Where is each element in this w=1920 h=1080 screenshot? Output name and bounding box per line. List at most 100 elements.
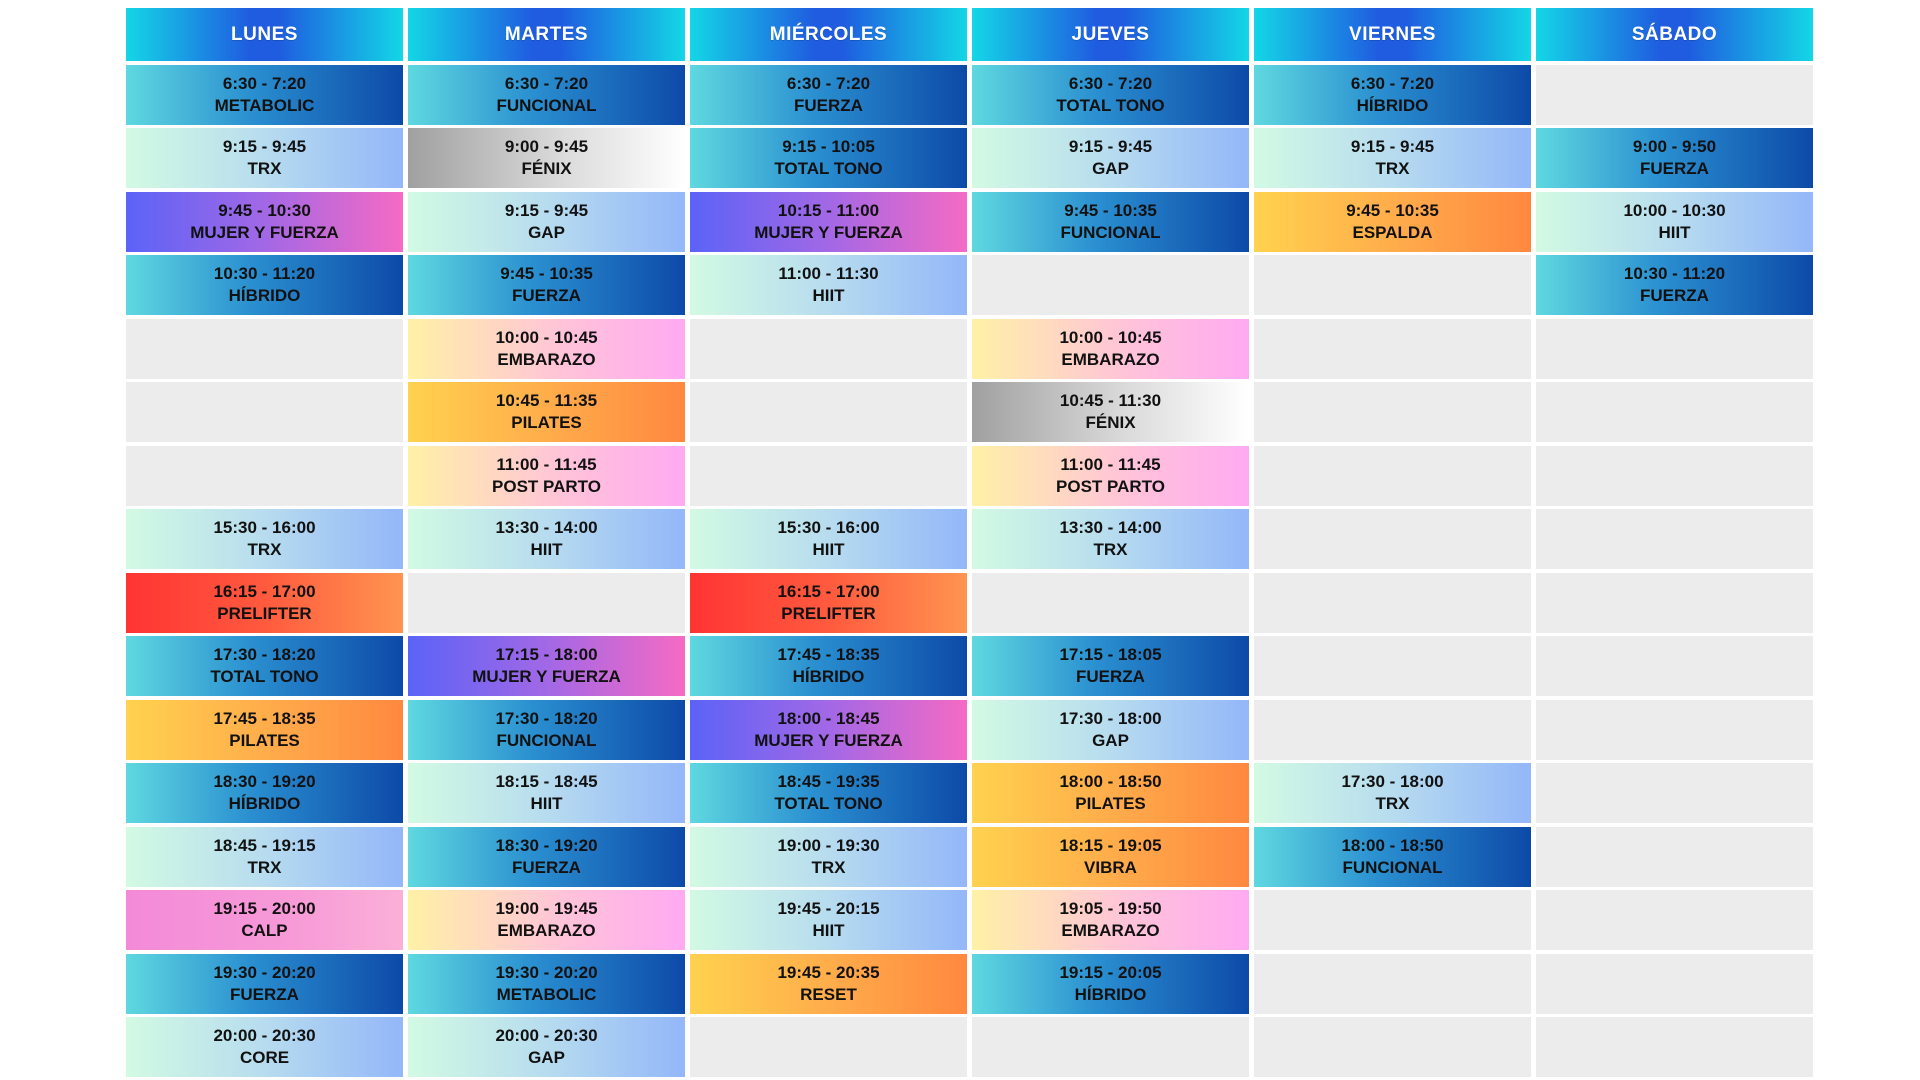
class-name: POST PARTO — [1056, 476, 1165, 496]
class-name: GAP — [1092, 730, 1129, 750]
class-time: 9:15 - 9:45 — [222, 137, 307, 156]
class-time: 9:45 - 10:35 — [1064, 200, 1157, 220]
class-slot: 19:00 - 19:30 TRX — [690, 826, 967, 887]
class-name: FUNCIONAL — [496, 95, 597, 115]
class-name: EMBARAZO — [497, 921, 596, 940]
class-time: 10:00 - 10:45 — [1059, 327, 1162, 347]
class-name: TRX — [247, 540, 282, 559]
day-header: MIÉRCOLES — [690, 8, 967, 61]
class-slot: 9:45 - 10:35 FUERZA — [408, 255, 685, 315]
class-slot: 9:00 - 9:45 FÉNIX — [408, 128, 685, 188]
class-slot: 17:15 - 18:00 MUJER Y FUERZA — [408, 636, 685, 696]
class-name: HIIT — [530, 794, 563, 813]
class-time: 17:15 - 18:00 — [495, 645, 598, 664]
empty-slot — [972, 572, 1249, 633]
class-slot: 20:00 - 20:30 GAP — [408, 1017, 685, 1077]
class-name: GAP — [1092, 159, 1129, 178]
class-name: CORE — [239, 1048, 290, 1067]
class-slot: 10:00 - 10:30 HIIT — [1536, 191, 1813, 252]
empty-slot — [126, 382, 403, 442]
class-name: EMBARAZO — [1061, 349, 1160, 369]
empty-slot — [1536, 382, 1813, 442]
class-time: 17:45 - 18:35 — [213, 708, 316, 728]
class-time: 16:15 - 17:00 — [213, 581, 316, 601]
class-name: FUNCIONAL — [1342, 857, 1443, 877]
class-time: 19:00 - 19:30 — [777, 835, 880, 855]
class-name: HÍBRIDO — [1074, 984, 1147, 1004]
class-time: 9:15 - 9:45 — [504, 200, 589, 220]
empty-slot — [1254, 509, 1531, 569]
empty-slot — [408, 572, 685, 633]
class-time: 16:15 - 17:00 — [777, 581, 880, 601]
empty-slot — [1536, 64, 1813, 125]
class-time: 18:45 - 19:15 — [213, 835, 316, 855]
day-header: VIERNES — [1254, 8, 1531, 61]
empty-slot — [690, 318, 967, 379]
class-slot: 19:15 - 20:05 HÍBRIDO — [972, 953, 1249, 1014]
class-time: 18:15 - 18:45 — [495, 772, 598, 791]
empty-slot — [1254, 636, 1531, 696]
class-time: 10:00 - 10:45 — [495, 327, 598, 347]
empty-slot — [690, 382, 967, 442]
class-name: METABOLIC — [214, 95, 315, 115]
empty-slot — [1254, 890, 1531, 950]
class-slot: 6:30 - 7:20 HÍBRIDO — [1254, 64, 1531, 125]
class-time: 19:45 - 20:35 — [777, 962, 880, 982]
class-name: FÉNIX — [1085, 413, 1136, 432]
class-name: MUJER Y FUERZA — [754, 730, 903, 750]
class-slot: 20:00 - 20:30 CORE — [126, 1017, 403, 1077]
empty-slot — [1536, 572, 1813, 633]
class-name: CALP — [241, 921, 288, 940]
class-slot: 9:45 - 10:30 MUJER Y FUERZA — [126, 191, 403, 252]
class-slot: 11:00 - 11:45 POST PARTO — [972, 445, 1249, 506]
class-slot: 18:45 - 19:35 TOTAL TONO — [690, 763, 967, 823]
empty-slot — [972, 1017, 1249, 1077]
class-name: FUNCIONAL — [1060, 222, 1161, 242]
class-slot: 18:30 - 19:20 FUERZA — [408, 826, 685, 887]
class-slot: 17:30 - 18:00 TRX — [1254, 763, 1531, 823]
weekly-class-schedule: LUNES MARTES MIÉRCOLES JUEVES VIERNES SÁBADO 6… — [126, 8, 1813, 1077]
class-time: 19:15 - 20:00 — [213, 899, 316, 918]
class-name: TOTAL TONO — [1056, 95, 1165, 115]
class-slot: 19:30 - 20:20 METABOLIC — [408, 953, 685, 1014]
class-name: EMBARAZO — [497, 349, 596, 369]
class-name: FUERZA — [512, 857, 581, 877]
empty-slot — [1536, 636, 1813, 696]
class-time: 18:00 - 18:50 — [1059, 772, 1162, 791]
class-time: 11:00 - 11:30 — [778, 264, 879, 283]
class-name: TRX — [1375, 159, 1410, 178]
class-name: MUJER Y FUERZA — [754, 222, 903, 242]
class-name: VIBRA — [1084, 857, 1137, 877]
class-name: HIIT — [812, 921, 845, 940]
class-name: TRX — [811, 857, 846, 877]
class-time: 20:00 - 20:30 — [495, 1026, 598, 1045]
class-name: HIIT — [530, 540, 563, 559]
class-slot: 19:45 - 20:35 RESET — [690, 953, 967, 1014]
empty-slot — [1536, 953, 1813, 1014]
empty-slot — [690, 1017, 967, 1077]
class-name: TRX — [1375, 794, 1410, 813]
empty-slot — [1254, 953, 1531, 1014]
class-slot: 10:15 - 11:00 MUJER Y FUERZA — [690, 191, 967, 252]
class-time: 15:30 - 16:00 — [213, 518, 316, 537]
class-slot: 6:30 - 7:20 FUERZA — [690, 64, 967, 125]
class-slot: 19:30 - 20:20 FUERZA — [126, 953, 403, 1014]
class-time: 17:15 - 18:05 — [1059, 645, 1162, 664]
class-time: 10:45 - 11:35 — [495, 391, 598, 410]
class-name: FUERZA — [512, 286, 581, 305]
class-time: 17:30 - 18:00 — [1341, 772, 1444, 791]
class-slot: 17:30 - 18:20 FUNCIONAL — [408, 699, 685, 760]
class-name: HÍBRIDO — [228, 286, 301, 305]
class-name: PILATES — [229, 730, 300, 750]
class-time: 11:00 - 11:45 — [496, 454, 597, 474]
class-time: 6:30 - 7:20 — [504, 73, 589, 93]
empty-slot — [126, 445, 403, 506]
class-name: PILATES — [511, 413, 582, 432]
class-name: TOTAL TONO — [774, 159, 883, 178]
class-slot: 19:00 - 19:45 EMBARAZO — [408, 890, 685, 950]
class-slot: 9:45 - 10:35 FUNCIONAL — [972, 191, 1249, 252]
class-time: 9:00 - 9:45 — [504, 137, 589, 156]
class-slot: 10:00 - 10:45 EMBARAZO — [408, 318, 685, 379]
class-time: 11:00 - 11:45 — [1060, 454, 1161, 474]
class-slot: 19:45 - 20:15 HIIT — [690, 890, 967, 950]
